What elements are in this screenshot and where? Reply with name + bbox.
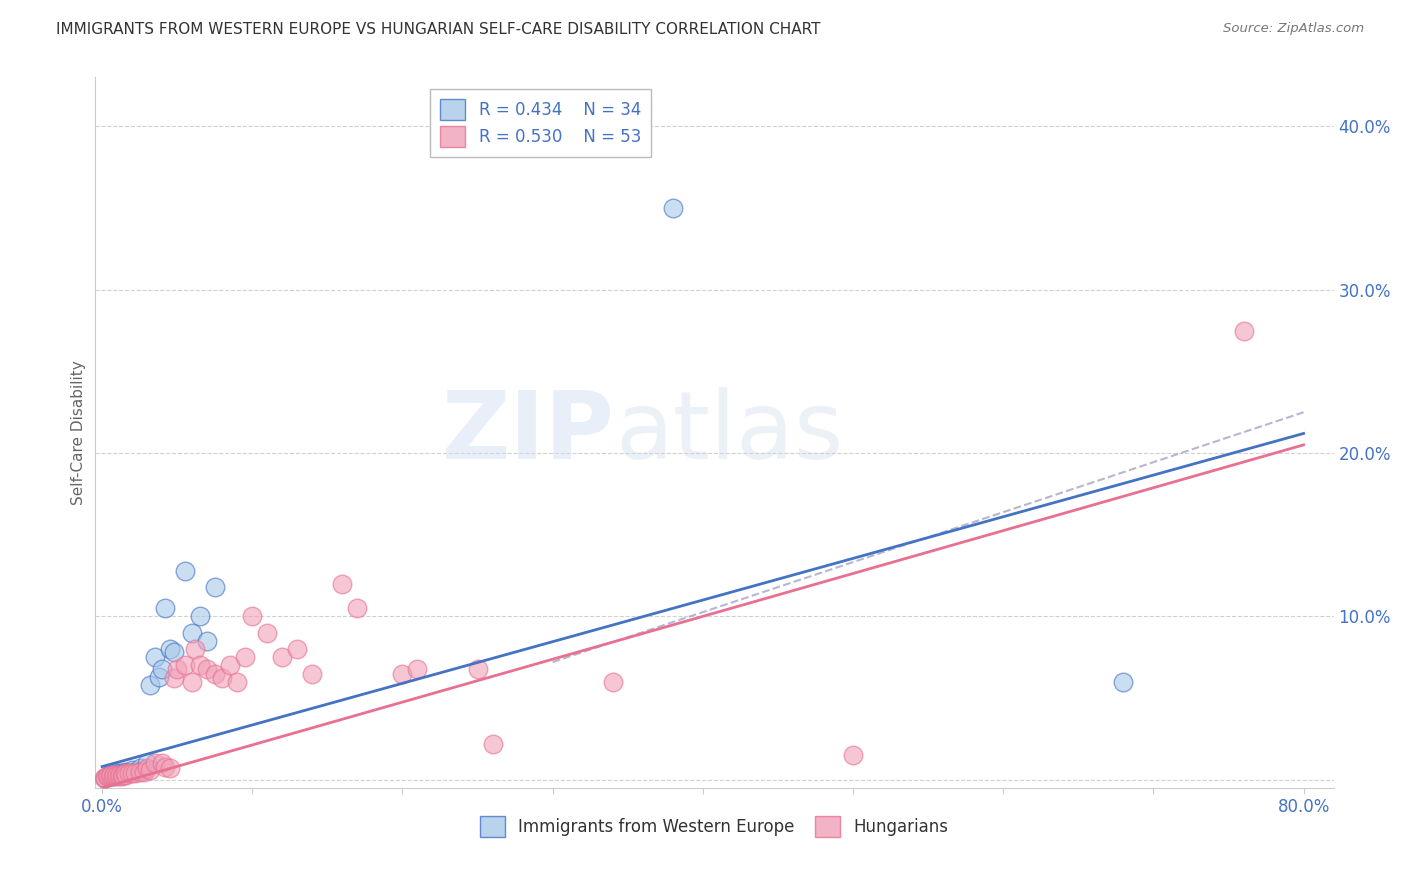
Point xyxy=(150,756,173,771)
Point xyxy=(163,645,186,659)
Point xyxy=(481,737,503,751)
Text: Source: ZipAtlas.com: Source: ZipAtlas.com xyxy=(1223,22,1364,36)
Point xyxy=(114,764,136,779)
Point xyxy=(240,609,263,624)
Point xyxy=(153,601,176,615)
Point xyxy=(94,771,117,785)
Point xyxy=(136,761,159,775)
Point xyxy=(98,769,121,783)
Point xyxy=(467,662,489,676)
Point xyxy=(112,768,135,782)
Point xyxy=(107,769,129,783)
Point xyxy=(124,764,146,779)
Point xyxy=(98,769,121,783)
Point xyxy=(143,650,166,665)
Point xyxy=(139,678,162,692)
Point xyxy=(108,766,131,780)
Point xyxy=(1112,674,1135,689)
Point xyxy=(105,766,128,780)
Point xyxy=(153,759,176,773)
Point xyxy=(114,766,136,780)
Point xyxy=(204,580,226,594)
Y-axis label: Self-Care Disability: Self-Care Disability xyxy=(72,360,86,505)
Point xyxy=(136,756,159,771)
Point xyxy=(148,670,170,684)
Point xyxy=(100,768,122,782)
Point xyxy=(105,768,128,782)
Point xyxy=(233,650,256,665)
Point xyxy=(301,666,323,681)
Point xyxy=(346,601,368,615)
Point xyxy=(173,564,195,578)
Point xyxy=(159,761,181,775)
Point xyxy=(226,674,249,689)
Point xyxy=(104,768,127,782)
Point xyxy=(166,662,188,676)
Point xyxy=(110,768,132,782)
Point xyxy=(195,662,218,676)
Point xyxy=(96,769,118,783)
Point xyxy=(118,766,141,780)
Point xyxy=(103,768,125,782)
Point xyxy=(128,761,150,775)
Point xyxy=(256,625,278,640)
Point xyxy=(181,674,204,689)
Point xyxy=(181,625,204,640)
Point xyxy=(110,769,132,783)
Point xyxy=(285,642,308,657)
Point xyxy=(143,756,166,771)
Point xyxy=(97,769,120,783)
Point xyxy=(101,769,124,783)
Point xyxy=(391,666,413,681)
Point xyxy=(662,201,685,215)
Point xyxy=(195,633,218,648)
Text: IMMIGRANTS FROM WESTERN EUROPE VS HUNGARIAN SELF-CARE DISABILITY CORRELATION CHA: IMMIGRANTS FROM WESTERN EUROPE VS HUNGAR… xyxy=(56,22,821,37)
Point xyxy=(107,768,129,782)
Text: atlas: atlas xyxy=(614,386,844,479)
Point xyxy=(100,768,122,782)
Point xyxy=(332,576,354,591)
Point xyxy=(97,769,120,783)
Point xyxy=(121,766,143,780)
Point xyxy=(121,763,143,777)
Point xyxy=(188,658,211,673)
Point xyxy=(163,672,186,686)
Point xyxy=(112,766,135,780)
Point xyxy=(271,650,294,665)
Point xyxy=(115,768,138,782)
Text: ZIP: ZIP xyxy=(441,386,614,479)
Legend: Immigrants from Western Europe, Hungarians: Immigrants from Western Europe, Hungaria… xyxy=(474,810,955,844)
Point xyxy=(101,769,124,783)
Point xyxy=(1232,324,1254,338)
Point xyxy=(108,768,131,782)
Point xyxy=(104,769,127,783)
Point xyxy=(118,764,141,779)
Point xyxy=(150,662,173,676)
Point xyxy=(184,642,207,657)
Point xyxy=(188,609,211,624)
Point xyxy=(134,763,156,777)
Point xyxy=(842,748,865,763)
Point xyxy=(134,764,156,779)
Point xyxy=(406,662,429,676)
Point xyxy=(94,771,117,785)
Point xyxy=(204,666,226,681)
Point xyxy=(139,763,162,777)
Point xyxy=(211,672,233,686)
Point xyxy=(128,764,150,779)
Point xyxy=(602,674,624,689)
Point xyxy=(93,771,115,785)
Point xyxy=(115,766,138,780)
Point xyxy=(124,766,146,780)
Point xyxy=(159,642,181,657)
Point xyxy=(218,658,240,673)
Point xyxy=(173,658,195,673)
Point xyxy=(103,768,125,782)
